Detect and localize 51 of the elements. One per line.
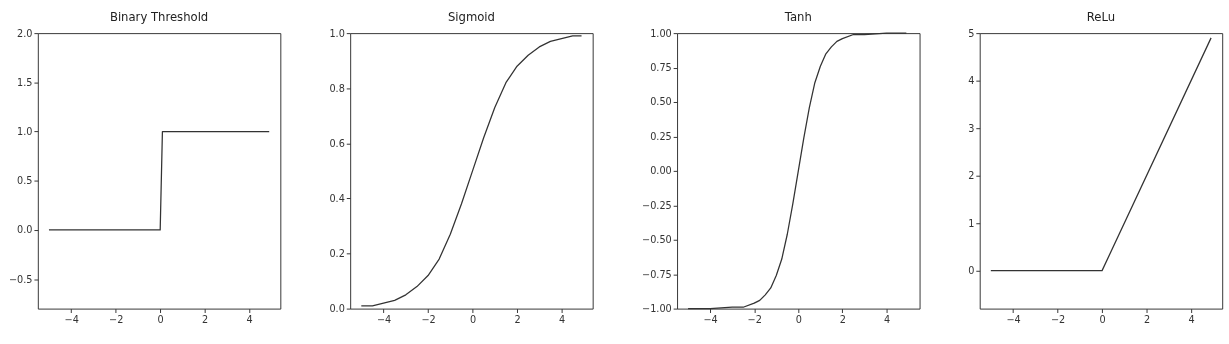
x-tick-label: −4 bbox=[64, 313, 79, 325]
x-tick-label: 2 bbox=[514, 313, 521, 325]
y-tick-label: 4 bbox=[968, 75, 975, 87]
y-tick-label: 0.6 bbox=[329, 137, 345, 149]
x-tick-label: 2 bbox=[202, 313, 209, 325]
y-tick-label: 0.75 bbox=[650, 61, 672, 73]
y-tick-label: 0.0 bbox=[17, 224, 33, 236]
y-tick-label: 0.4 bbox=[329, 192, 345, 204]
y-tick-label: 0.25 bbox=[650, 130, 672, 142]
x-tick-label: 2 bbox=[839, 313, 846, 325]
x-tick-label: −4 bbox=[703, 313, 718, 325]
x-tick-label: 2 bbox=[1143, 313, 1151, 325]
y-tick-label: 3 bbox=[968, 122, 975, 134]
chart-title: Binary Threshold bbox=[109, 10, 209, 25]
chart-title: ReLu bbox=[1086, 10, 1116, 25]
x-tick-label: 4 bbox=[558, 313, 566, 325]
y-tick-label: −1.00 bbox=[642, 303, 672, 315]
x-tick-label: 4 bbox=[1188, 313, 1195, 325]
y-tick-label: −0.75 bbox=[642, 268, 672, 280]
y-tick-label: 0.50 bbox=[650, 96, 672, 108]
y-tick-label: −0.50 bbox=[642, 234, 672, 246]
chart-title: Sigmoid bbox=[447, 10, 495, 25]
x-tick-label: 0 bbox=[795, 313, 802, 325]
y-tick-label: −0.25 bbox=[642, 199, 672, 211]
x-tick-label: 0 bbox=[157, 313, 164, 325]
y-tick-label: 2.0 bbox=[17, 27, 33, 39]
y-tick-label: 0.0 bbox=[329, 303, 345, 315]
y-tick-label: 0.00 bbox=[650, 165, 672, 177]
x-tick-label: 4 bbox=[883, 313, 891, 325]
x-tick-label: 4 bbox=[246, 313, 253, 325]
y-tick-label: 0.8 bbox=[329, 82, 345, 94]
y-tick-label: 0.5 bbox=[17, 175, 33, 187]
y-tick-label: 1 bbox=[968, 217, 975, 229]
y-tick-label: 0.2 bbox=[329, 247, 345, 259]
x-tick-label: 0 bbox=[1099, 313, 1106, 325]
x-tick-label: −2 bbox=[747, 313, 762, 325]
y-tick-label: 2 bbox=[968, 170, 975, 182]
x-tick-label: −2 bbox=[1050, 313, 1066, 325]
y-tick-label: 5 bbox=[968, 27, 975, 39]
y-tick-label: −0.5 bbox=[8, 273, 33, 285]
x-tick-label: −2 bbox=[109, 313, 124, 325]
x-tick-label: −4 bbox=[376, 313, 392, 325]
y-tick-label: 1.0 bbox=[17, 125, 33, 137]
y-tick-label: 1.0 bbox=[329, 27, 345, 39]
y-tick-label: 1.00 bbox=[650, 27, 672, 39]
y-tick-label: 0 bbox=[968, 265, 975, 277]
chart-title: Tanh bbox=[783, 10, 812, 25]
x-tick-label: 0 bbox=[469, 313, 477, 325]
x-tick-label: −2 bbox=[421, 313, 436, 325]
y-tick-label: 1.5 bbox=[17, 76, 33, 88]
x-tick-label: −4 bbox=[1006, 313, 1021, 325]
